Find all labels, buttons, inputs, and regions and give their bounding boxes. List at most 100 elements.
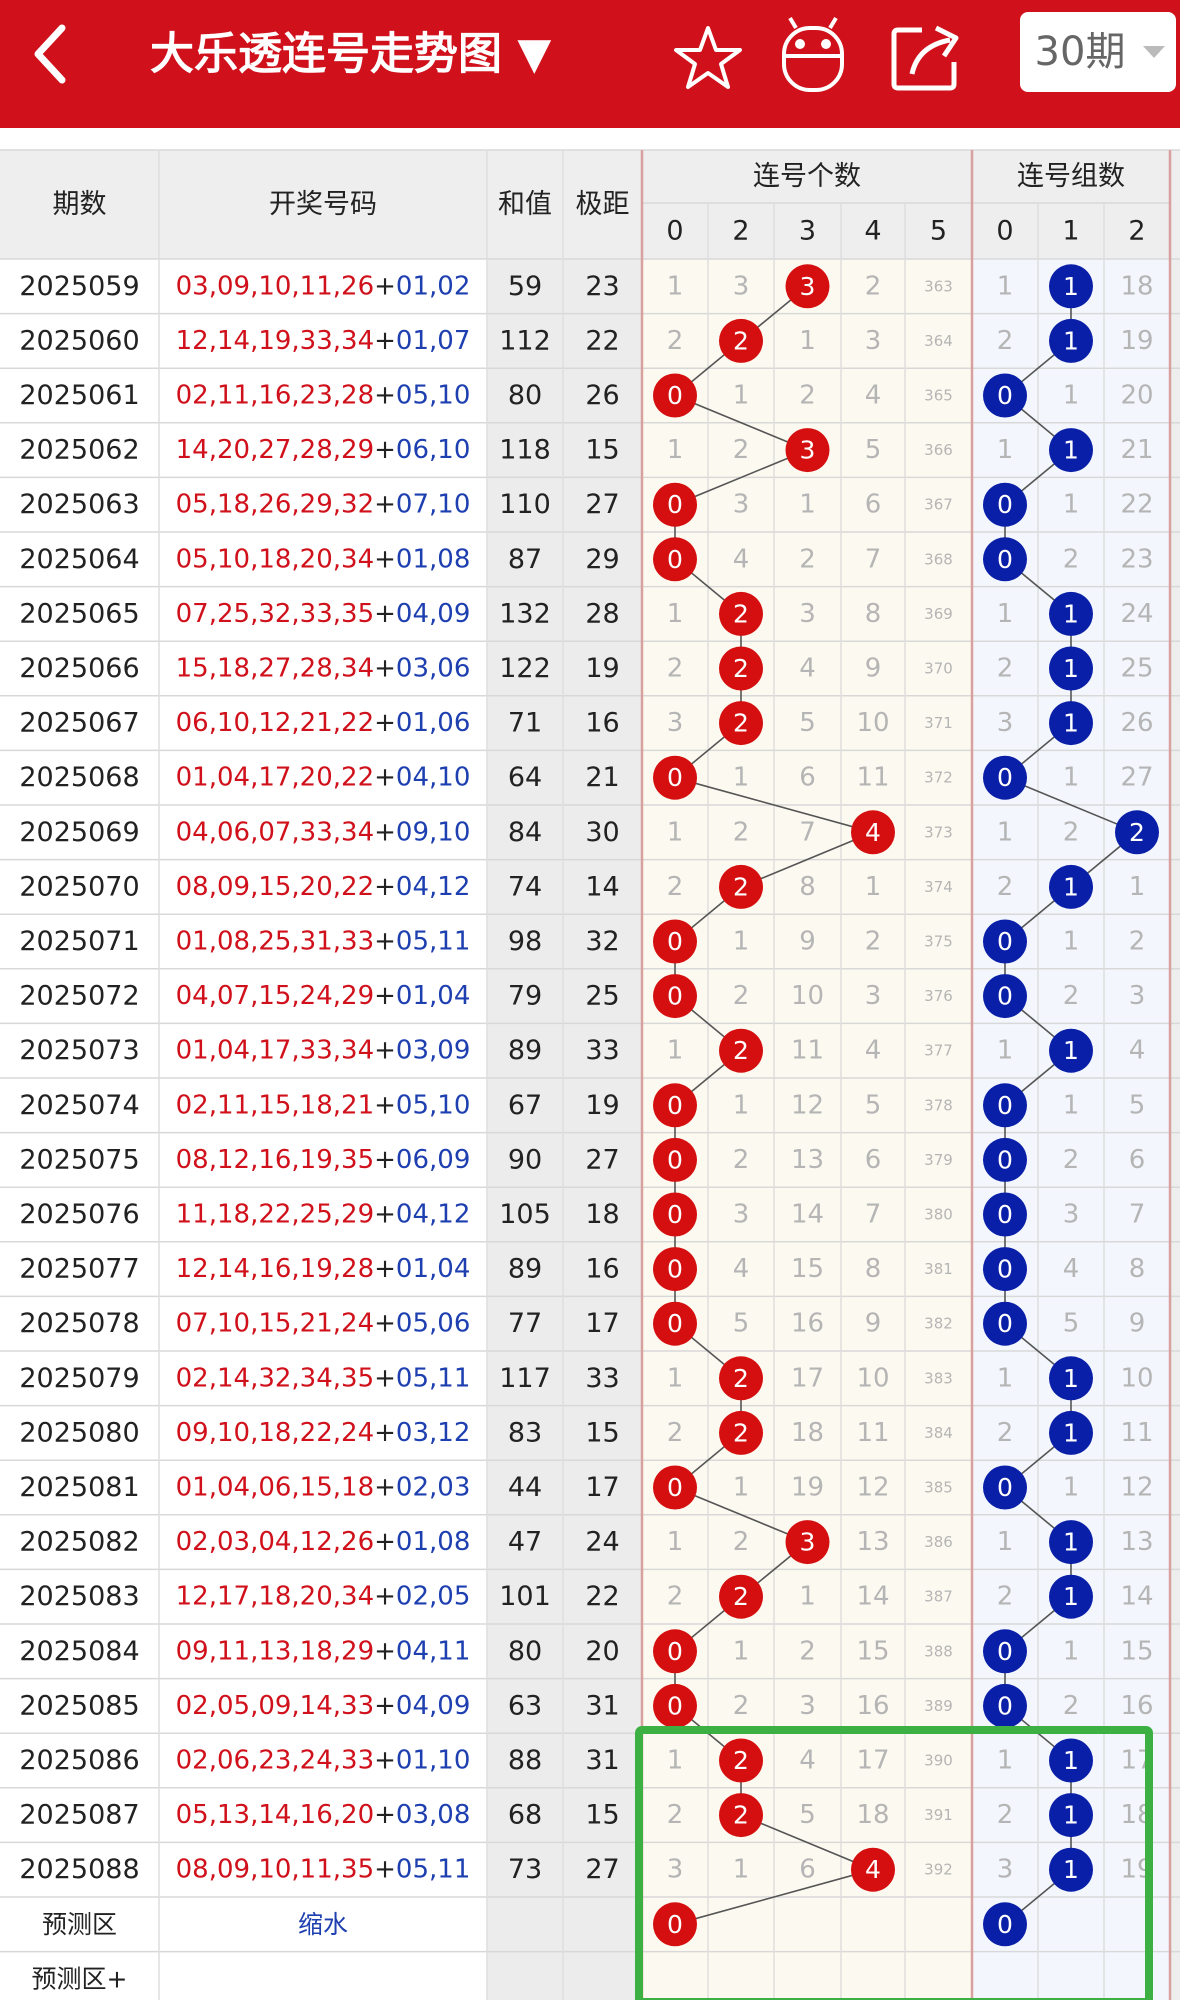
robot-icon[interactable]: [782, 16, 844, 92]
span: 22: [585, 325, 619, 356]
count-omission: 1: [733, 763, 750, 793]
app-bar: [0, 0, 1180, 128]
period: 2025068: [19, 762, 139, 793]
group-omission: 2: [1063, 1145, 1080, 1175]
group-hit: [983, 1629, 1027, 1674]
group-omission: 1: [997, 1036, 1014, 1066]
group-hit-label: 0: [997, 1309, 1013, 1338]
red-numbers: 14,20,27,28,29: [176, 435, 374, 465]
group-hit-label: 1: [1063, 599, 1079, 628]
group-omission: 1: [997, 435, 1014, 465]
sum: 87: [508, 544, 542, 575]
separator: +: [374, 708, 396, 738]
count-omission: 18: [791, 1418, 824, 1448]
group-omission: 1: [1063, 763, 1080, 793]
period: 2025071: [19, 926, 139, 957]
separator: +: [374, 763, 396, 793]
group-hit: [1049, 1793, 1093, 1838]
span: 14: [585, 871, 619, 902]
count-hit: [653, 919, 697, 964]
draw-numbers: 06,10,12,21,22+01,06: [176, 708, 471, 738]
count-omission: 2: [733, 1145, 750, 1175]
favorite-icon[interactable]: [674, 26, 742, 89]
count-omission: 1: [667, 817, 684, 847]
share-icon[interactable]: [891, 25, 959, 91]
blue-numbers: 05,06: [396, 1309, 470, 1339]
count-omission: 2: [667, 654, 684, 684]
separator: +: [374, 326, 396, 356]
dropdown-arrow: [1143, 46, 1165, 58]
period-select[interactable]: [1020, 12, 1176, 92]
count-omission: 1: [733, 1090, 750, 1120]
blue-numbers: 01,08: [396, 1527, 470, 1557]
group-omission: 6: [1129, 1145, 1146, 1175]
count-omission: 389: [924, 1697, 953, 1715]
count-omission: 2: [667, 326, 684, 356]
span: 16: [585, 708, 619, 739]
draw-numbers: 12,14,19,33,34+01,07: [176, 326, 471, 356]
period: 2025084: [19, 1636, 139, 1667]
sum-bg: [487, 259, 642, 2004]
red-numbers: 11,18,22,25,29: [176, 1200, 374, 1230]
span: 31: [585, 1690, 619, 1721]
draw-numbers: 01,08,25,31,33+05,11: [176, 927, 471, 957]
span: 15: [585, 1417, 619, 1448]
sum: 89: [508, 1035, 542, 1066]
group-omission: 3: [1129, 981, 1146, 1011]
count-omission: 2: [667, 872, 684, 902]
count-omission: 7: [865, 544, 882, 574]
group-hit: [1049, 1520, 1093, 1565]
draw-numbers: 04,07,15,24,29+01,04: [176, 981, 471, 1011]
count-hit: [653, 1465, 697, 1510]
group-omission: 16: [1120, 1691, 1153, 1721]
blue-numbers: 03,06: [396, 654, 470, 684]
group-hit: [1049, 1410, 1093, 1455]
count-hit-label: 0: [667, 381, 683, 410]
predicted-group: [983, 1902, 1027, 1947]
back-button[interactable]: [34, 24, 66, 84]
group-hit-label: 0: [997, 381, 1013, 410]
count-omission: 364: [924, 332, 953, 350]
group-omission: 2: [1063, 817, 1080, 847]
count-hit: [851, 810, 895, 855]
period: 2025086: [19, 1745, 139, 1776]
group-hit: [1049, 701, 1093, 746]
blue-numbers: 05,11: [396, 1855, 470, 1885]
period: 2025070: [19, 871, 139, 902]
count-omission: 376: [924, 987, 953, 1005]
count-omission: 367: [924, 496, 953, 514]
sum: 44: [508, 1472, 542, 1503]
count-omission: 13: [856, 1527, 889, 1557]
count-omission: 370: [924, 660, 953, 678]
count-omission: 18: [856, 1800, 889, 1830]
sum: 89: [508, 1254, 542, 1285]
draw-numbers: 09,10,18,22,24+03,12: [176, 1418, 471, 1448]
period-select-label[interactable]: 30期: [1035, 29, 1126, 75]
count-omission: 9: [865, 654, 882, 684]
separator: +: [374, 381, 396, 411]
span: 18: [585, 1199, 619, 1230]
count-omission: 6: [865, 490, 882, 520]
count-omission: 2: [799, 381, 816, 411]
group-omission: 22: [1120, 490, 1153, 520]
count-hit-label: 0: [667, 1255, 683, 1284]
group-hit-label: 1: [1063, 1418, 1079, 1447]
count-omission: 5: [865, 435, 882, 465]
extra-bg: [1170, 150, 1180, 2004]
group-omission: 2: [997, 1800, 1014, 1830]
group-hit: [1049, 591, 1093, 636]
column-header: 1: [1062, 216, 1079, 247]
span: 31: [585, 1745, 619, 1776]
count-hit-label: 0: [667, 1473, 683, 1502]
period: 2025060: [19, 325, 139, 356]
draw-numbers: 11,18,22,25,29+04,12: [176, 1200, 471, 1230]
red-numbers: 08,09,10,11,35: [176, 1855, 374, 1885]
page-title[interactable]: 大乐透连号走势图 ▼: [150, 29, 551, 80]
blue-numbers: 01,10: [396, 1746, 470, 1776]
count-omission: 3: [799, 599, 816, 629]
count-omission: 3: [799, 1691, 816, 1721]
count-omission: 383: [924, 1369, 953, 1387]
separator: +: [374, 1036, 396, 1066]
group-hit: [983, 1683, 1027, 1728]
count-hit: [719, 1793, 763, 1838]
